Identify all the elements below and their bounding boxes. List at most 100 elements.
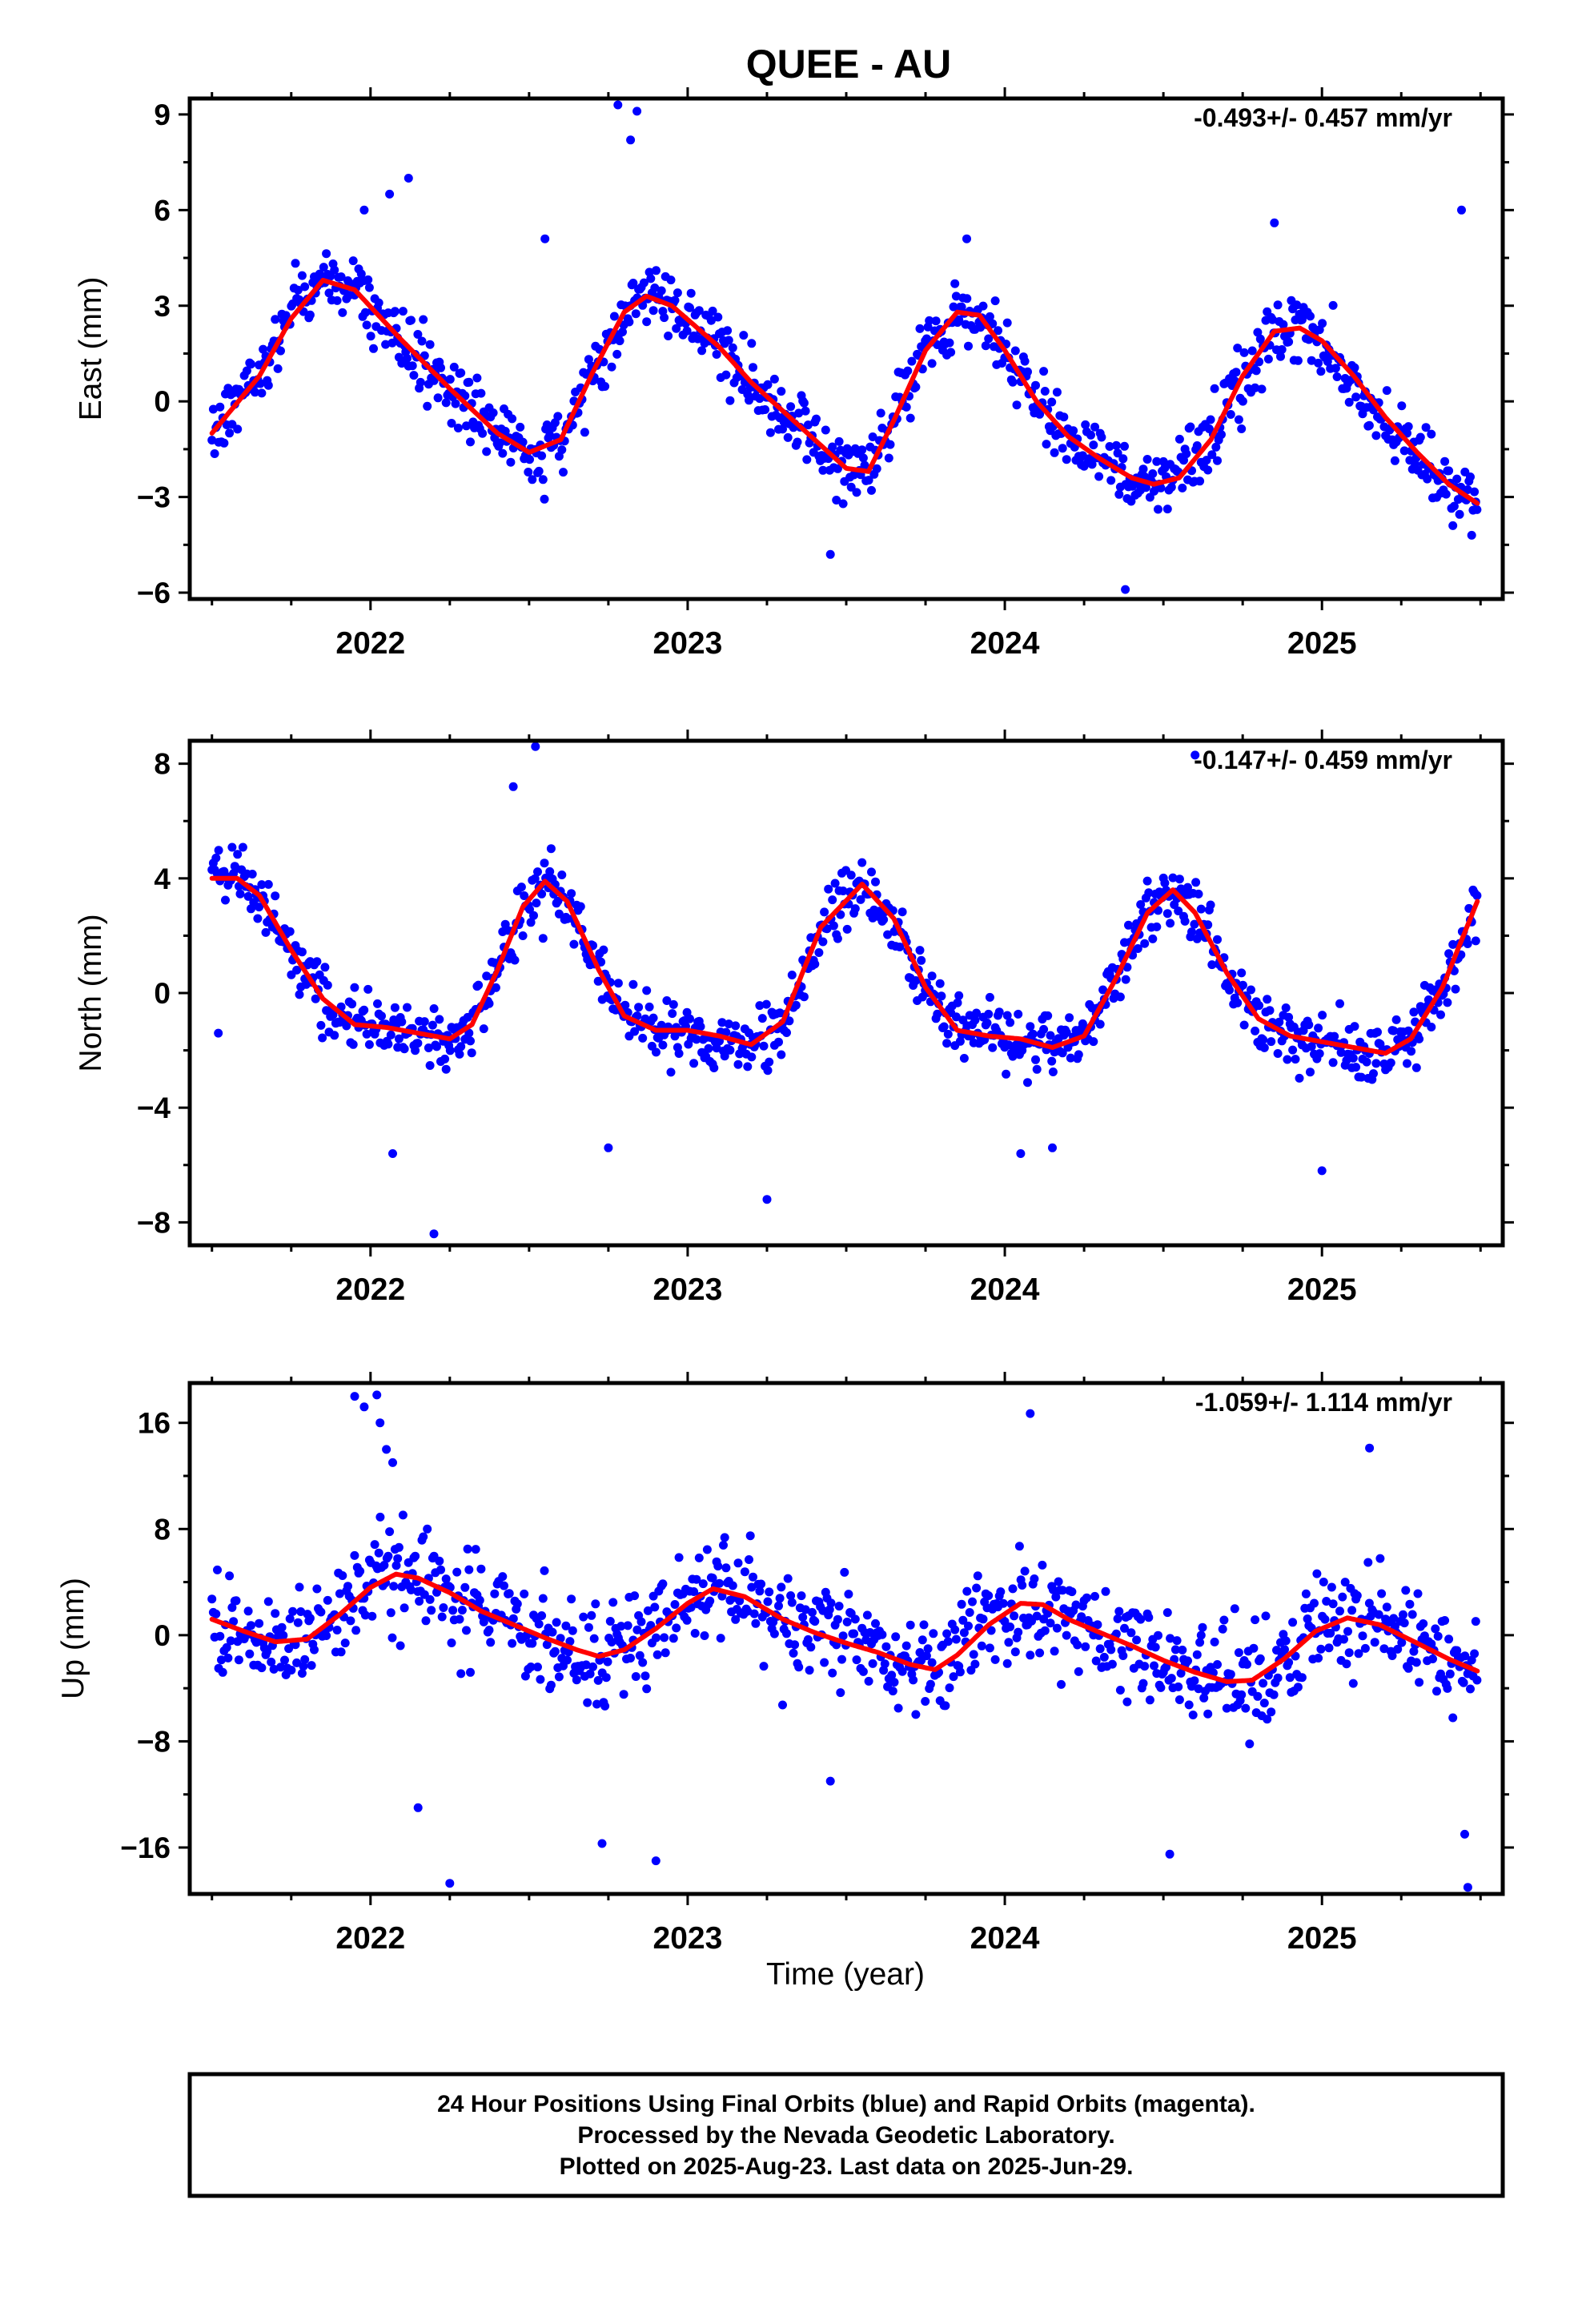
data-point [273,364,283,373]
data-point [1142,876,1152,886]
y-tick-label: 4 [154,862,171,895]
data-point [1032,1611,1042,1621]
data-point [425,1594,435,1604]
data-point [524,468,533,476]
data-point [251,388,259,397]
data-point [324,288,334,298]
data-point [1194,1684,1203,1694]
data-point [1399,446,1409,456]
data-point [520,1589,529,1598]
data-point [692,1035,701,1044]
data-point [1020,356,1030,366]
data-point [393,1554,403,1563]
y-tick-label: 3 [154,290,171,323]
data-point [1403,422,1413,432]
data-point [1002,1011,1012,1020]
fit-line [209,875,1480,1056]
data-point [834,436,844,446]
data-point [1101,1586,1110,1596]
data-point [456,368,466,378]
data-point [215,402,225,412]
data-point [374,1548,383,1558]
data-point [803,420,813,430]
data-point [713,312,723,322]
data-point [1233,344,1243,353]
data-point [927,971,937,981]
data-point [1251,383,1260,392]
data-point [1369,1069,1378,1079]
data-point [1382,386,1391,396]
data-point [1293,1683,1303,1692]
data-point [842,924,852,934]
data-point [697,346,707,356]
data-point [1263,995,1272,1004]
data-point [1405,1599,1415,1609]
data-point [868,432,877,441]
data-point [1040,1626,1050,1635]
data-point [607,1638,616,1647]
data-point [1187,927,1196,937]
data-point [435,1015,444,1024]
data-point [1237,424,1247,433]
data-point [1443,1683,1452,1693]
data-point [537,1611,547,1620]
data-point [923,1644,933,1654]
data-point [805,1666,814,1675]
data-point [1411,1658,1421,1667]
data-point [207,436,217,445]
data-point [360,308,370,317]
data-point [972,1583,982,1593]
data-point [670,1600,680,1609]
data-point [674,1553,684,1562]
data-point [1347,1606,1357,1615]
data-point [1057,1679,1066,1689]
data-point [1124,920,1133,930]
data-point [600,1701,610,1711]
data-point [445,1046,455,1055]
data-point [1308,323,1318,332]
data-point [1042,440,1051,449]
north-panel: 2022 2023 2024 2025 8 4 0 −4 −8 North (mm) -0.147+… [74,730,1514,1307]
data-point [1040,387,1050,396]
data-point [347,999,357,1009]
data-point [263,1647,272,1656]
data-point [1253,328,1263,337]
data-point [777,1582,786,1592]
data-point [226,1636,235,1646]
data-point [305,1614,315,1623]
data-point [1459,1678,1468,1687]
data-point [981,341,990,351]
data-point [225,1571,235,1581]
data-point [1314,1654,1323,1663]
data-point [661,1648,670,1658]
data-point [1162,1663,1171,1672]
data-point [777,1050,786,1059]
data-point [367,1611,377,1621]
data-point [307,1661,316,1671]
data-point [1318,319,1327,328]
data-point [390,1003,400,1012]
data-point [1344,397,1354,407]
data-point [1255,334,1265,344]
data-point [533,1663,542,1672]
data-point [828,895,837,905]
data-point [864,476,873,485]
data-point [656,286,666,296]
data-point [1111,440,1121,450]
data-point [1255,1654,1265,1663]
data-point [1194,889,1203,899]
data-point [782,1629,791,1638]
data-point [951,1634,961,1644]
data-point [343,1582,352,1591]
data-point [708,1574,717,1582]
data-point [969,1650,978,1659]
data-point [508,414,517,424]
data-point [620,1000,630,1010]
data-point [724,1019,733,1029]
data-point [297,947,307,957]
data-point [247,1621,255,1630]
data-point [1162,1608,1172,1618]
data-point [1226,410,1235,419]
data-point [425,340,435,349]
data-point [1444,466,1454,476]
